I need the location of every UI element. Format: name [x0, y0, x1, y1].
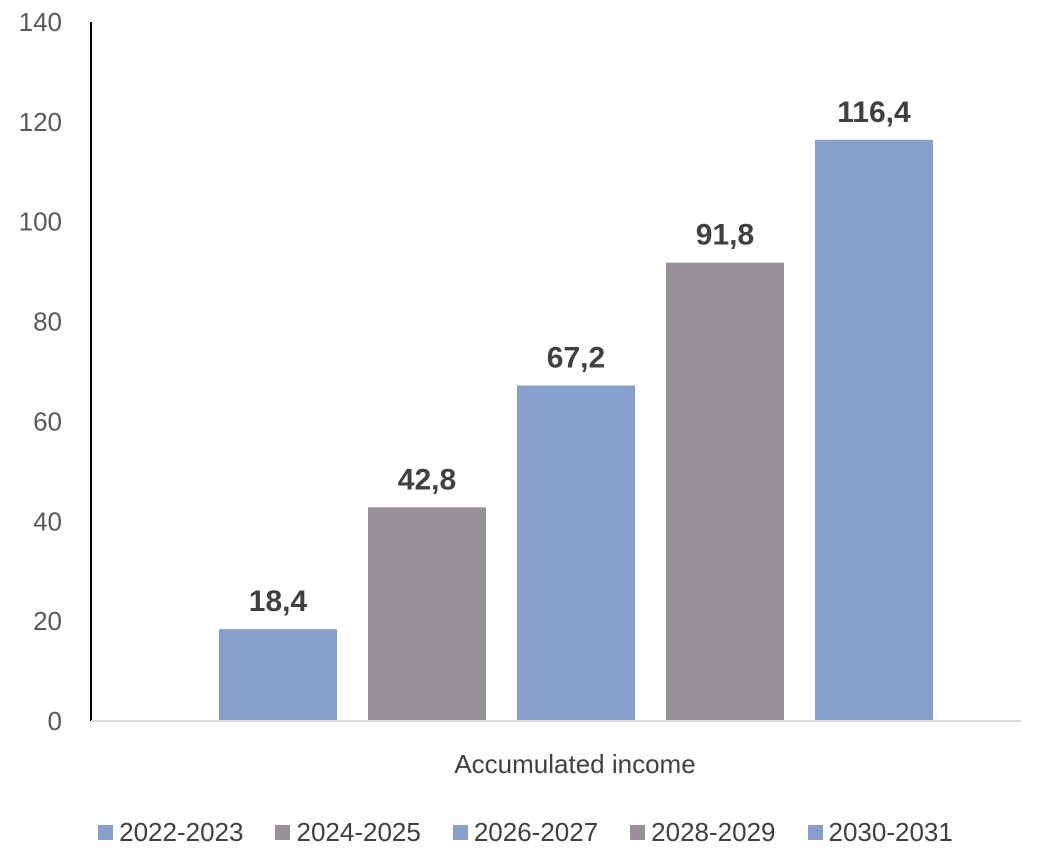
legend-swatch	[275, 824, 291, 840]
legend-swatch	[452, 824, 468, 840]
data-label-2022-2023: 18,4	[249, 585, 308, 618]
legend: 2022-2023 2024-2025 2026-2027 2028-2029 2030…	[0, 812, 1051, 852]
data-label-2024-2025: 42,8	[398, 463, 456, 496]
bar-2030-2031	[815, 139, 933, 721]
y-axis-ticks: 0 20 40 60 80 100 120 140	[19, 7, 62, 736]
y-tick-label: 80	[33, 307, 62, 337]
bar-2024-2025	[368, 507, 486, 721]
y-tick-label: 20	[33, 606, 62, 636]
y-tick-label: 40	[33, 506, 62, 536]
legend-label: 2026-2027	[473, 816, 599, 847]
y-tick-label: 60	[33, 406, 62, 436]
legend-swatch	[807, 824, 823, 840]
legend-swatch	[630, 824, 646, 840]
legend-item-2022-2023: 2022-2023	[98, 817, 243, 848]
y-tick-label: 140	[19, 7, 62, 37]
category-label: Accumulated income	[454, 749, 695, 779]
bar-2022-2023	[219, 629, 337, 721]
y-tick-label: 120	[19, 107, 62, 137]
data-label-2030-2031: 116,4	[837, 96, 911, 129]
bar-2026-2027	[517, 385, 635, 721]
legend-label: 2030-2031	[828, 816, 953, 847]
bar-2028-2029	[666, 262, 784, 721]
legend-item-2024-2025: 2024-2025	[275, 816, 421, 848]
legend-label: 2024-2025	[296, 816, 421, 847]
legend-label: 2028-2029	[651, 816, 776, 847]
y-tick-label: 100	[19, 207, 62, 237]
data-label-2026-2027: 67,2	[547, 341, 605, 374]
bars-group	[219, 139, 933, 721]
data-label-2028-2029: 91,8	[696, 219, 754, 252]
legend-item-2030-2031: 2030-2031	[807, 816, 953, 848]
bar-chart: 0 20 40 60 80 100 120 140 18,4 42,8 67,2 91,8 116,4…	[19, 7, 1021, 779]
legend-swatch	[98, 824, 114, 840]
y-tick-label: 0	[48, 706, 62, 736]
legend-item-2028-2029: 2028-2029	[630, 816, 776, 848]
data-labels-group: 18,4 42,8 67,2 91,8 116,4	[249, 96, 911, 618]
legend-item-2026-2027: 2026-2027	[452, 816, 599, 848]
legend-label: 2022-2023	[119, 816, 244, 847]
